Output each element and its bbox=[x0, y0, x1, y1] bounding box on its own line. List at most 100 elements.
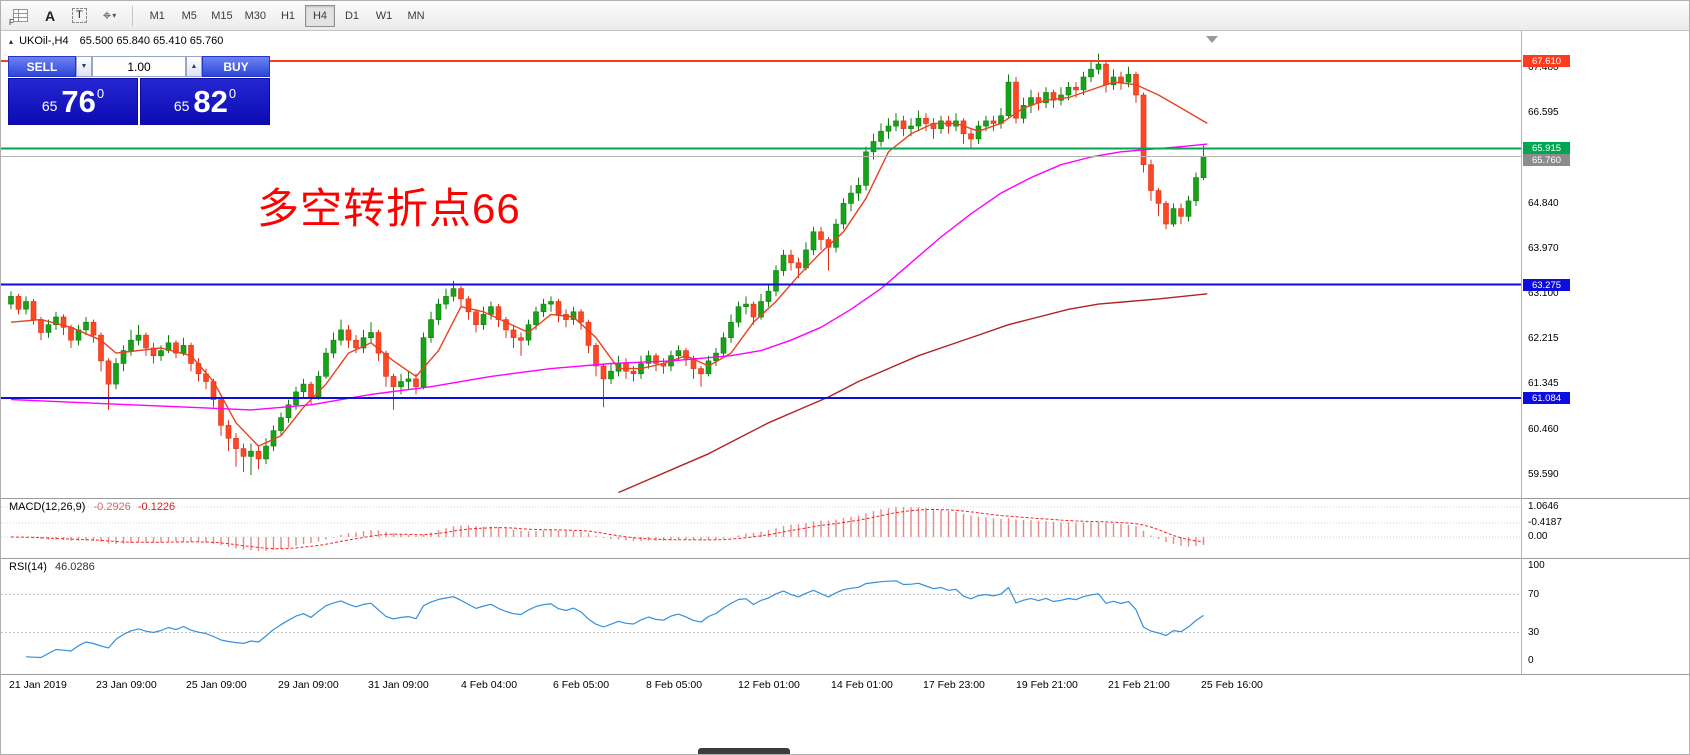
macd-bar bbox=[610, 537, 612, 539]
macd-bar bbox=[122, 537, 125, 544]
macd-bar bbox=[812, 521, 815, 537]
timeframe-w1[interactable]: W1 bbox=[369, 5, 399, 27]
fast-ma-line bbox=[10, 81, 1208, 447]
macd-bar bbox=[767, 530, 770, 537]
candle-body bbox=[990, 120, 997, 124]
candle-body bbox=[1110, 76, 1117, 85]
macd-bar bbox=[625, 537, 627, 541]
candle-body bbox=[1185, 200, 1192, 217]
time-axis-label: 25 Feb 16:00 bbox=[1201, 679, 1263, 691]
macd-bar bbox=[1202, 537, 1205, 545]
timeframe-h4[interactable]: H4 bbox=[305, 4, 336, 27]
macd-bar bbox=[497, 527, 500, 537]
timeframe-m1[interactable]: M1 bbox=[142, 5, 172, 27]
candle-body bbox=[893, 120, 899, 127]
candle-body bbox=[765, 290, 772, 302]
hline-price-tag: 61.084 bbox=[1523, 392, 1570, 404]
macd-bar bbox=[752, 532, 755, 537]
macd-bar bbox=[160, 537, 162, 543]
macd-bar bbox=[775, 528, 777, 537]
candle-body bbox=[788, 254, 794, 264]
candle-body bbox=[885, 125, 892, 132]
timeframe-m30[interactable]: M30 bbox=[240, 5, 271, 27]
macd-bar bbox=[1172, 537, 1175, 545]
buy-button[interactable]: BUY bbox=[202, 56, 270, 77]
macd-bar bbox=[1060, 522, 1062, 537]
price-axis-label: 66.595 bbox=[1528, 107, 1559, 118]
candle-body bbox=[255, 450, 262, 460]
macd-bar bbox=[797, 524, 800, 537]
candle-body bbox=[420, 337, 427, 388]
time-axis-label: 4 Feb 04:00 bbox=[461, 679, 518, 691]
candle-body bbox=[600, 365, 607, 380]
text-label-button[interactable]: T bbox=[65, 4, 94, 28]
time-axis[interactable]: 21 Jan 2019 23 Jan 09:00 25 Jan 09:00 29 Ja… bbox=[1, 677, 1521, 697]
candle-body bbox=[623, 363, 629, 372]
timeframe-h1[interactable]: H1 bbox=[273, 5, 303, 27]
macd-bar bbox=[1165, 537, 1167, 543]
template-f-glyph: F bbox=[9, 17, 14, 27]
macd-bar bbox=[302, 537, 305, 545]
add-text-button[interactable]: A bbox=[37, 4, 63, 28]
timeframe-d1[interactable]: D1 bbox=[337, 5, 367, 27]
macd-bar bbox=[1052, 521, 1055, 537]
bid-quote-button[interactable]: 65 76 0 bbox=[8, 78, 138, 125]
macd-bar bbox=[1075, 522, 1077, 537]
candle-body bbox=[330, 339, 337, 354]
panel-splitter[interactable] bbox=[1, 672, 1689, 677]
panel-splitter[interactable] bbox=[1, 556, 1689, 561]
candle-body bbox=[1103, 63, 1109, 85]
cursor-tool-button[interactable]: ⌖ ▾ bbox=[96, 4, 123, 28]
candle-body bbox=[15, 296, 22, 310]
chart-text-annotation[interactable]: 多空转折点66 bbox=[257, 185, 521, 232]
macd-bar bbox=[1097, 522, 1100, 537]
timeframe-m15[interactable]: M15 bbox=[206, 5, 237, 27]
macd-bar bbox=[107, 537, 110, 544]
volume-input[interactable] bbox=[92, 56, 186, 77]
candle-body bbox=[338, 329, 344, 341]
candle-body bbox=[1065, 87, 1072, 96]
candle-body bbox=[308, 383, 314, 398]
macd-bar bbox=[842, 518, 845, 537]
candle-body bbox=[503, 319, 509, 331]
macd-bar bbox=[467, 525, 470, 537]
macd-bar bbox=[850, 516, 852, 537]
panel-splitter[interactable] bbox=[1, 496, 1689, 501]
sell-button[interactable]: SELL bbox=[8, 56, 76, 77]
macd-bar bbox=[355, 532, 357, 537]
macd-axis-label: 0.00 bbox=[1528, 531, 1548, 542]
candle-body bbox=[683, 350, 689, 359]
timeframe-mn[interactable]: MN bbox=[401, 5, 431, 27]
macd-axis-label: -0.4187 bbox=[1528, 517, 1562, 528]
macd-bar bbox=[190, 537, 192, 542]
chart-shift-marker[interactable] bbox=[1206, 36, 1218, 43]
candle-body bbox=[1170, 208, 1177, 225]
macd-bar bbox=[145, 537, 147, 543]
macd-bar bbox=[317, 537, 320, 542]
macd-bar bbox=[865, 513, 867, 537]
price-axis-label: 61.345 bbox=[1528, 378, 1559, 389]
volume-decrease-button[interactable]: ▼ bbox=[76, 56, 92, 77]
collapse-arrow-icon[interactable]: ▴ bbox=[9, 37, 14, 46]
candle-body bbox=[383, 352, 389, 377]
template-button[interactable]: F bbox=[6, 4, 35, 28]
candle-body bbox=[1013, 81, 1019, 119]
candle-body bbox=[278, 417, 284, 431]
macd-bar bbox=[580, 531, 582, 537]
macd-bar bbox=[437, 530, 440, 537]
candle-body bbox=[1080, 76, 1087, 91]
ask-quote-button[interactable]: 65 82 0 bbox=[140, 78, 270, 125]
candle-body bbox=[833, 223, 839, 248]
macd-bar bbox=[167, 537, 170, 542]
time-axis-label: 14 Feb 01:00 bbox=[831, 679, 893, 691]
macd-bar bbox=[692, 537, 695, 540]
candle-body bbox=[488, 306, 494, 315]
price-axis[interactable]: 67.480 66.595 64.840 63.970 63.100 62.215 61.3… bbox=[1523, 1, 1689, 754]
volume-increase-button[interactable]: ▲ bbox=[186, 56, 202, 77]
macd-bar bbox=[962, 513, 965, 537]
time-axis-label: 17 Feb 23:00 bbox=[923, 679, 985, 691]
candle-body bbox=[720, 337, 727, 354]
macd-bar bbox=[505, 528, 507, 537]
timeframe-m5[interactable]: M5 bbox=[174, 5, 204, 27]
